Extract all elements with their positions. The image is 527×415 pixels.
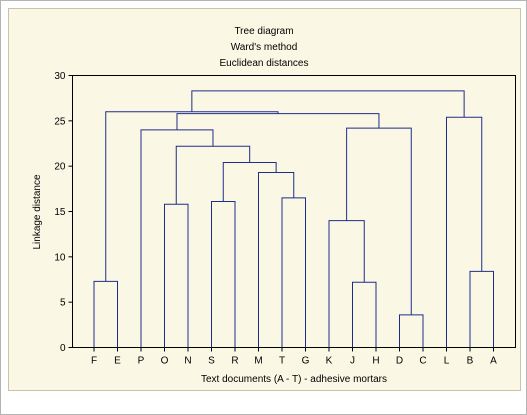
dendrogram-link bbox=[469, 270, 494, 348]
y-tick-label: 30 bbox=[54, 71, 66, 82]
y-axis-title: Linkage distance bbox=[32, 174, 43, 249]
y-tick-label: 15 bbox=[54, 207, 66, 218]
leaf-label-g: G bbox=[302, 356, 310, 367]
leaf-label-s: S bbox=[208, 356, 215, 367]
dendrogram-link bbox=[328, 220, 365, 348]
leaf-label-d: D bbox=[396, 356, 403, 367]
leaf-label-j: J bbox=[350, 356, 355, 367]
dendrogram-chart: Tree diagram Ward's method Euclidean dis… bbox=[32, 26, 516, 385]
leaf-label-t: T bbox=[279, 356, 285, 367]
dendrogram-link bbox=[105, 111, 279, 282]
dendrogram-link bbox=[211, 201, 236, 348]
leaf-label-m: M bbox=[254, 356, 262, 367]
leaf-label-r: R bbox=[231, 356, 238, 367]
leaf-label-a: A bbox=[490, 356, 497, 367]
x-axis-title: Text documents (A - T) - adhesive mortar… bbox=[201, 374, 387, 385]
dendrogram-link bbox=[164, 203, 189, 348]
dendrogram-link bbox=[191, 90, 465, 118]
leaf-label-b: B bbox=[467, 356, 474, 367]
leaf-label-k: K bbox=[326, 356, 333, 367]
dendrogram-link bbox=[140, 129, 214, 348]
leaf-label-o: O bbox=[161, 356, 169, 367]
leaf-label-e: E bbox=[114, 356, 121, 367]
leaf-label-p: P bbox=[138, 356, 145, 367]
leaf-label-f: F bbox=[91, 356, 97, 367]
dendrogram-link bbox=[446, 116, 483, 348]
leaf-label-h: H bbox=[372, 356, 379, 367]
plot-area bbox=[72, 75, 516, 348]
dendrogram-link bbox=[93, 280, 118, 348]
leaf-label-n: N bbox=[184, 356, 191, 367]
dendrogram-tree bbox=[93, 90, 494, 348]
chart-title-line-3: Euclidean distances bbox=[220, 58, 309, 69]
leaf-label-c: C bbox=[419, 356, 426, 367]
chart-title-line-2: Ward's method bbox=[231, 42, 298, 53]
dendrogram-link bbox=[399, 314, 424, 348]
dendrogram-link bbox=[281, 197, 306, 348]
leaf-label-l: L bbox=[444, 356, 450, 367]
dendrogram-link bbox=[175, 145, 251, 205]
dendrogram-link bbox=[176, 113, 380, 130]
dendrogram-link bbox=[222, 162, 277, 202]
dendrogram-link bbox=[346, 127, 412, 315]
dendrogram-link bbox=[258, 172, 295, 348]
chart-title-line-1: Tree diagram bbox=[234, 26, 293, 37]
y-axis: 0 5 10 15 20 25 30 bbox=[54, 71, 73, 354]
y-tick-label: 10 bbox=[54, 252, 66, 263]
dendrogram-link bbox=[352, 281, 377, 348]
y-tick-label: 25 bbox=[54, 116, 66, 127]
y-tick-label: 20 bbox=[54, 162, 66, 173]
chart-panel: Tree diagram Ward's method Euclidean dis… bbox=[8, 8, 521, 391]
y-tick-label: 0 bbox=[60, 343, 66, 354]
y-tick-label: 5 bbox=[60, 298, 66, 309]
